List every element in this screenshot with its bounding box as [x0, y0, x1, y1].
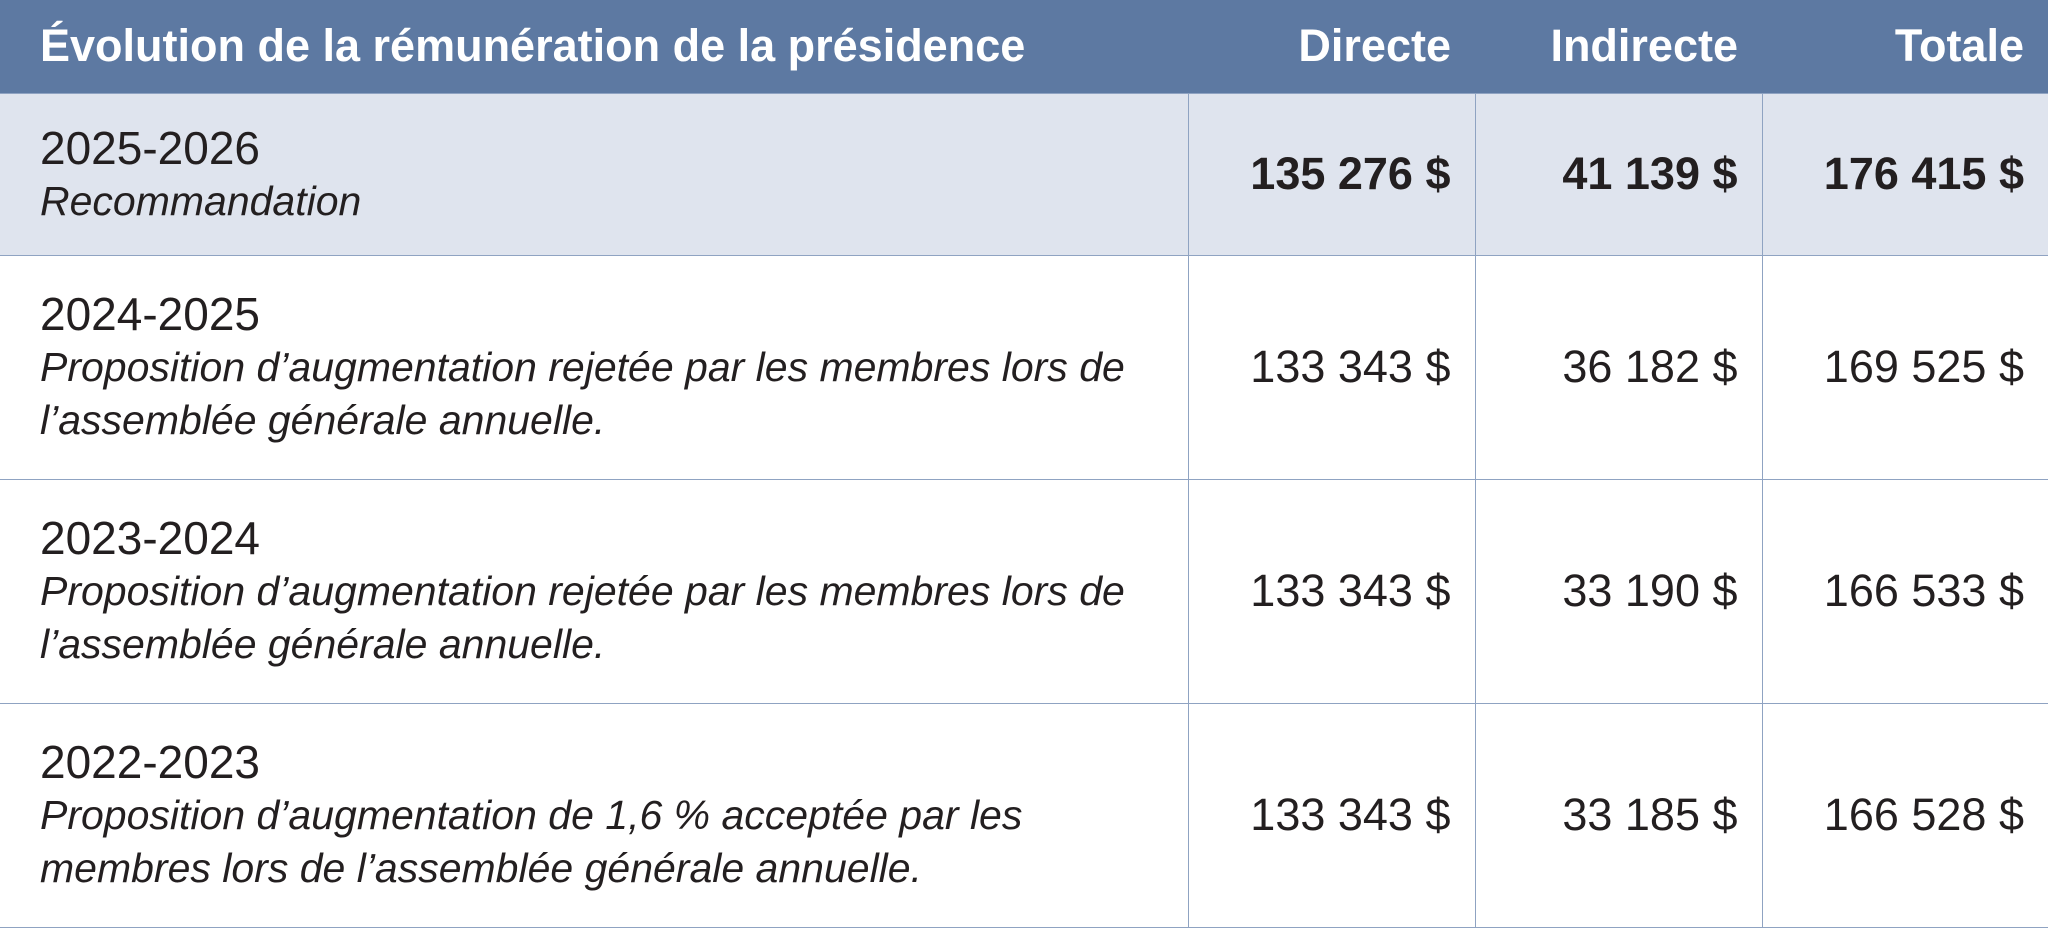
row-year: 2024-2025 [40, 288, 260, 340]
cell-indirect: 33 190 $ [1474, 478, 1763, 704]
cell-total: 166 528 $ [1761, 702, 2048, 928]
row-year: 2022-2023 [40, 736, 260, 788]
row-description: 2023-2024 Proposition d’augmentation rej… [0, 478, 1189, 704]
row-note: Proposition d’augmentation rejetée par l… [40, 568, 1125, 667]
cell-indirect: 41 139 $ [1474, 92, 1763, 256]
table-row: 2023-2024 Proposition d’augmentation rej… [0, 478, 2048, 704]
table-title: Évolution de la rémunération de la prési… [0, 0, 1188, 93]
table-row: 2025-2026 Recommandation 135 276 $ 41 13… [0, 92, 2048, 256]
cell-indirect: 36 182 $ [1474, 254, 1763, 480]
column-header-direct: Directe [1188, 0, 1475, 93]
row-year: 2025-2026 [40, 121, 260, 174]
table-header-row: Évolution de la rémunération de la prési… [0, 0, 2048, 93]
table-row: 2022-2023 Proposition d’augmentation de … [0, 702, 2048, 928]
row-note: Proposition d’augmentation de 1,6 % acce… [40, 792, 1023, 891]
row-description: 2024-2025 Proposition d’augmentation rej… [0, 254, 1189, 480]
row-year: 2023-2024 [40, 512, 260, 564]
table-row: 2024-2025 Proposition d’augmentation rej… [0, 254, 2048, 480]
row-note: Proposition d’augmentation rejetée par l… [40, 344, 1125, 443]
cell-direct: 133 343 $ [1187, 702, 1476, 928]
cell-total: 169 525 $ [1761, 254, 2048, 480]
cell-total: 166 533 $ [1761, 478, 2048, 704]
column-header-indirect: Indirecte [1475, 0, 1762, 93]
cell-direct: 135 276 $ [1187, 92, 1476, 256]
cell-direct: 133 343 $ [1187, 478, 1476, 704]
row-note: Recommandation [40, 177, 362, 224]
row-description: 2022-2023 Proposition d’augmentation de … [0, 702, 1189, 928]
column-header-total: Totale [1762, 0, 2048, 93]
cell-total: 176 415 $ [1761, 92, 2048, 256]
cell-indirect: 33 185 $ [1474, 702, 1763, 928]
row-description: 2025-2026 Recommandation [0, 92, 1189, 256]
cell-direct: 133 343 $ [1187, 254, 1476, 480]
